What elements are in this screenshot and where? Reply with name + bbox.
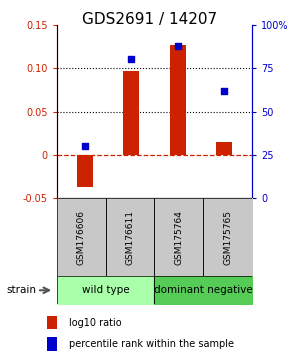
Point [82,143,87,149]
Text: wild type: wild type [82,285,130,295]
Text: GSM176611: GSM176611 [126,210,135,265]
Text: dominant negative: dominant negative [154,285,253,295]
Text: GSM175765: GSM175765 [223,210,232,265]
Bar [46,337,57,350]
Text: log10 ratio: log10 ratio [69,318,122,327]
Bar [169,45,186,155]
Text: percentile rank within the sample: percentile rank within the sample [69,339,234,349]
Text: GSM175764: GSM175764 [174,210,183,265]
Point [175,43,180,48]
Text: strain: strain [6,285,36,295]
Point [222,88,226,93]
Bar [77,155,93,187]
Text: GDS2691 / 14207: GDS2691 / 14207 [82,12,218,27]
Point [129,57,134,62]
Bar [46,316,57,329]
Text: GSM176606: GSM176606 [77,210,86,265]
Bar [123,71,140,155]
Bar [216,142,232,155]
